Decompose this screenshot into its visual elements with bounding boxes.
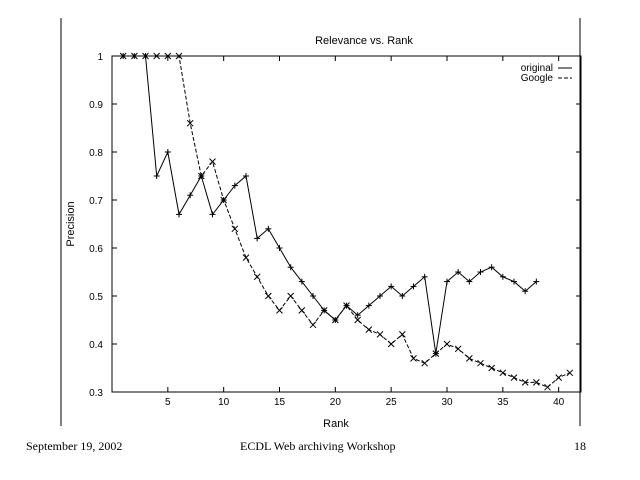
y-tick-label: 1 — [97, 52, 103, 63]
data-point-google — [398, 331, 406, 338]
data-point-google — [555, 374, 563, 381]
data-point-google — [119, 52, 127, 60]
data-point-google — [264, 292, 272, 300]
y-tick-label: 0.5 — [89, 292, 103, 303]
footer-date: September 19, 2002 — [26, 439, 123, 453]
series-google — [119, 52, 574, 391]
y-axis-label: Precision — [65, 201, 77, 246]
data-point-google — [454, 345, 462, 353]
series-line-google — [123, 55, 570, 388]
data-point-google — [410, 355, 417, 362]
chart-title: Relevance vs. Rank — [315, 35, 413, 47]
data-point-google — [320, 307, 328, 314]
data-point-google — [298, 307, 306, 314]
data-point-google — [276, 307, 283, 314]
data-point-google — [365, 326, 373, 333]
data-point-google — [465, 355, 473, 362]
data-point-google — [197, 172, 205, 180]
data-point-google — [521, 379, 529, 386]
y-tick-label: 0.9 — [89, 100, 103, 111]
data-point-google — [443, 340, 451, 348]
data-point-google — [186, 119, 194, 127]
data-point-google — [164, 52, 172, 60]
y-tick-label: 0.8 — [89, 148, 103, 159]
data-point-google — [331, 316, 339, 324]
data-point-google — [421, 359, 429, 367]
x-tick-label: 30 — [441, 397, 453, 408]
chart: Relevance vs. Rank Rank Precision 5 10 15 2… — [60, 18, 582, 430]
axis-ticks: 5 10 15 20 25 30 35 40 0.3 0.4 0.5 0.6 0.7 0.8 0.9 1 — [89, 52, 581, 408]
data-point-google — [287, 292, 295, 300]
data-point-google — [566, 369, 574, 377]
data-point-google — [387, 340, 395, 348]
data-point-google — [175, 52, 183, 60]
data-point-google — [544, 383, 551, 391]
data-point-google — [142, 52, 149, 60]
data-point-google — [253, 273, 261, 281]
y-tick-label: 0.7 — [89, 196, 103, 207]
x-tick-label: 35 — [497, 397, 509, 408]
data-point-google — [532, 379, 540, 386]
legend-label-original: original — [521, 63, 553, 74]
series-line-original — [123, 55, 537, 354]
data-point-google — [354, 316, 362, 324]
data-point-google — [432, 350, 440, 357]
legend-label-google: Google — [521, 73, 554, 84]
footer-page-number: 18 — [574, 439, 586, 453]
data-point-google — [510, 374, 518, 381]
data-point-google — [477, 359, 484, 367]
data-point-google — [209, 158, 216, 165]
data-point-google — [343, 302, 350, 309]
data-point-google — [376, 331, 384, 338]
data-point-google — [488, 364, 496, 372]
x-axis-label: Rank — [323, 418, 349, 430]
plot-frame — [111, 55, 582, 393]
x-tick-label: 5 — [165, 397, 171, 408]
y-tick-label: 0.6 — [89, 244, 103, 255]
data-point-google — [231, 225, 239, 233]
series-original — [120, 53, 540, 357]
data-point-google — [309, 321, 317, 329]
x-tick-label: 20 — [330, 397, 342, 408]
y-tick-label: 0.3 — [89, 388, 103, 399]
x-tick-label: 15 — [274, 397, 286, 408]
x-tick-label: 10 — [218, 397, 230, 408]
data-point-google — [242, 254, 250, 261]
data-point-google — [499, 369, 507, 377]
y-tick-label: 0.4 — [89, 340, 103, 351]
data-point-google — [153, 52, 161, 60]
data-point-google — [130, 52, 138, 60]
footer-title: ECDL Web archiving Workshop — [240, 439, 396, 453]
data-point-google — [220, 196, 228, 204]
x-tick-label: 40 — [553, 397, 565, 408]
x-tick-label: 25 — [386, 397, 398, 408]
series-layer — [119, 52, 574, 391]
